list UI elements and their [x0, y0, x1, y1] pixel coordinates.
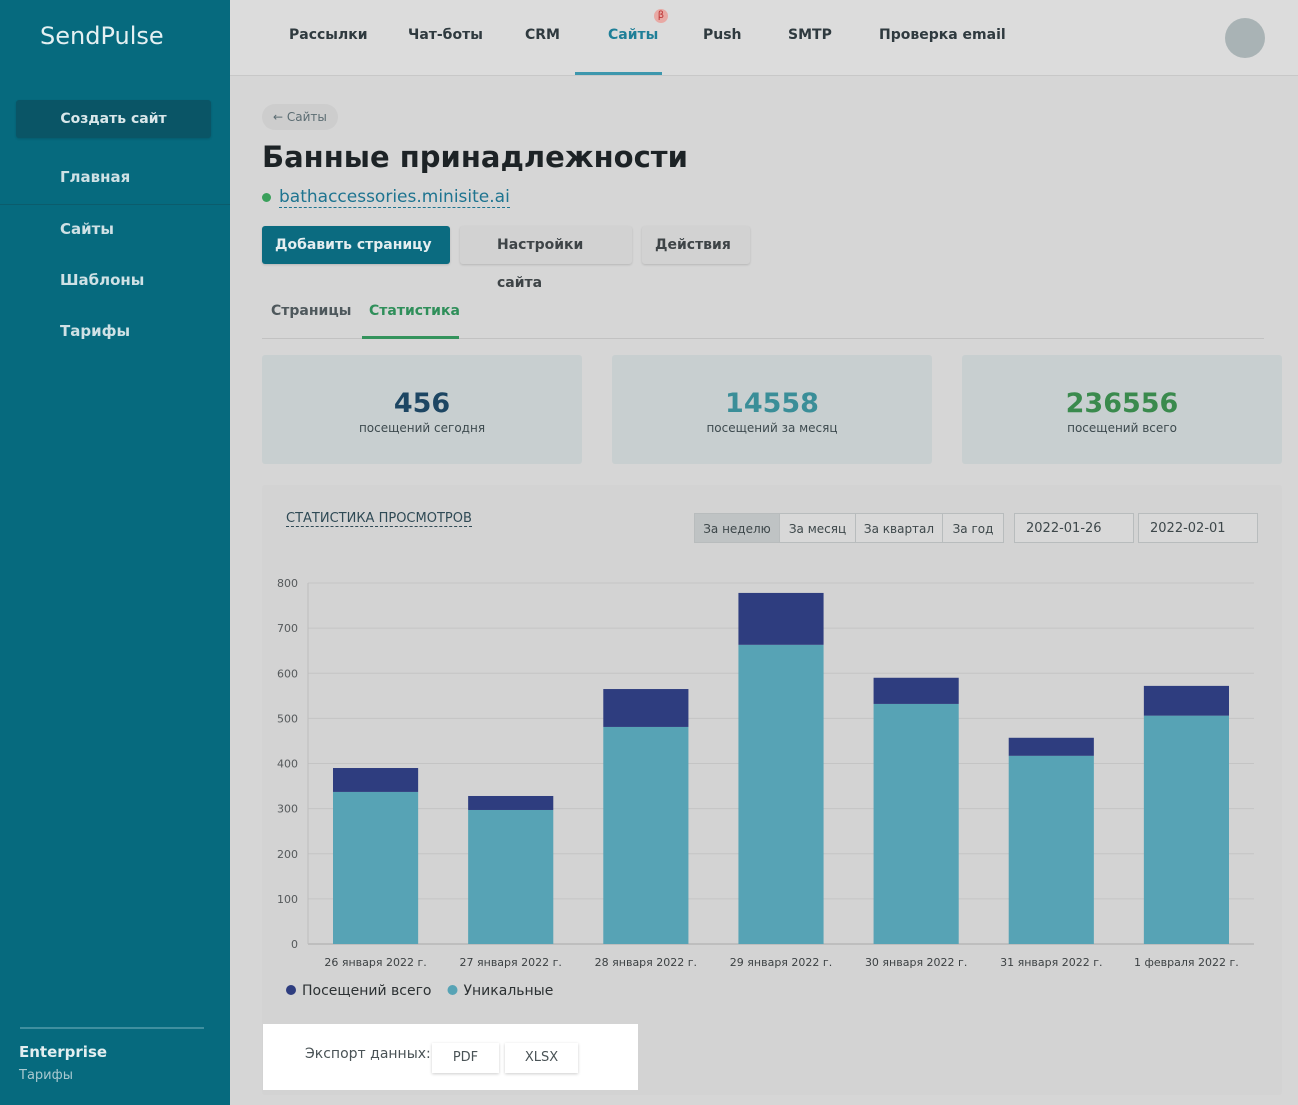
bar	[1143, 685, 1229, 716]
menu-item[interactable]: Тарифы	[60, 322, 131, 340]
actions-button[interactable]: Действия	[642, 226, 750, 264]
bar	[1008, 737, 1094, 756]
stats-selector[interactable]: СТАТИСТИКА ПРОСМОТРОВ	[286, 511, 472, 527]
status-dot	[262, 193, 271, 202]
bar	[1008, 755, 1094, 944]
nav-item[interactable]: Сайты	[608, 27, 659, 43]
bar	[873, 703, 959, 944]
y-tick-label: 400	[277, 758, 298, 771]
y-tick-label: 500	[277, 712, 298, 725]
stat-label: посещений за месяц	[706, 421, 838, 435]
bar	[603, 689, 689, 727]
y-tick-label: 0	[291, 938, 298, 951]
divider	[0, 204, 230, 205]
menu-item[interactable]: Шаблоны	[60, 271, 145, 289]
bar	[873, 677, 959, 704]
export-bar: Экспорт данных: PDF XLSX	[263, 1024, 638, 1090]
export-pdf[interactable]: PDF	[432, 1043, 499, 1073]
legend-label: Посещений всего	[302, 983, 432, 999]
chart: 0 100 200 300 400 500 600 700 800 26 января 2022 …	[277, 577, 1254, 999]
create-site-button[interactable]: Создать сайт	[16, 100, 211, 138]
y-tick-label: 200	[277, 848, 298, 861]
nav-item[interactable]: SMTP	[788, 27, 832, 43]
period-button[interactable]: За месяц	[779, 513, 856, 543]
beta-badge: β	[654, 9, 668, 23]
bar	[738, 592, 824, 645]
nav-item[interactable]: Проверка email	[879, 27, 1006, 43]
export-label: Экспорт данных:	[305, 1046, 431, 1062]
date-from[interactable]: 2022-01-26	[1014, 513, 1134, 543]
bar	[1143, 715, 1229, 944]
x-tick-label: 29 января 2022 г.	[730, 956, 832, 969]
bar	[333, 768, 419, 792]
stat-value: 14558	[725, 388, 819, 419]
period-button[interactable]: За год	[942, 513, 1004, 543]
y-tick-label: 800	[277, 577, 298, 590]
nav-item[interactable]: Push	[703, 27, 742, 43]
legend-marker	[447, 985, 458, 995]
stat-card: 14558 посещений за месяц	[612, 355, 932, 464]
x-tick-label: 30 января 2022 г.	[865, 956, 967, 969]
bar	[468, 809, 554, 944]
stat-label: посещений всего	[1067, 421, 1177, 435]
settings-button[interactable]: Настройки сайта	[460, 226, 632, 291]
tabs-line	[262, 338, 1264, 339]
sidebar: SendPulse Создать сайт Главная Сайты Шаб…	[0, 0, 230, 1105]
stat-card: 456 посещений сегодня	[262, 355, 582, 464]
avatar[interactable]	[1225, 18, 1265, 58]
page-title: Банные принадлежности	[262, 140, 688, 174]
export-xlsx[interactable]: XLSX	[505, 1043, 578, 1073]
bar	[333, 791, 419, 944]
domain-link[interactable]: bathaccessories.minisite.ai	[279, 187, 510, 208]
divider	[20, 1027, 204, 1029]
menu-item[interactable]: Сайты	[60, 220, 114, 238]
nav-item[interactable]: Рассылки	[289, 27, 368, 43]
plan-link[interactable]: Тарифы	[19, 1068, 73, 1083]
date-to[interactable]: 2022-02-01	[1138, 513, 1258, 543]
y-tick-label: 600	[277, 667, 298, 680]
stat-value: 236556	[1065, 388, 1179, 419]
bar	[468, 795, 554, 810]
x-tick-label: 26 января 2022 г.	[324, 956, 426, 969]
plan-name: Enterprise	[19, 1043, 108, 1061]
y-tick-label: 300	[277, 803, 298, 816]
stat-label: посещений сегодня	[358, 421, 486, 435]
logo[interactable]: SendPulse	[40, 22, 164, 50]
add-page-button[interactable]: Добавить страницу	[262, 226, 450, 264]
nav-item[interactable]: CRM	[525, 27, 560, 43]
tab-indicator	[362, 336, 459, 339]
tab[interactable]: Страницы	[271, 303, 352, 319]
legend-marker	[286, 985, 296, 995]
x-tick-label: 31 января 2022 г.	[1000, 956, 1102, 969]
top-nav: Рассылки Чат-боты CRM Сайты β Push SMTP …	[230, 0, 1298, 76]
x-tick-label: 28 января 2022 г.	[595, 956, 697, 969]
active-indicator	[575, 72, 662, 75]
bar	[738, 644, 824, 944]
back-link[interactable]: ← Сайты	[262, 104, 338, 130]
y-tick-label: 100	[277, 893, 298, 906]
x-tick-label: 27 января 2022 г.	[460, 956, 562, 969]
tab[interactable]: Статистика	[369, 303, 460, 319]
menu-item[interactable]: Главная	[60, 168, 131, 186]
x-tick-label: 1 февраля 2022 г.	[1134, 956, 1239, 969]
stat-value: 456	[393, 388, 451, 419]
nav-item[interactable]: Чат-боты	[408, 27, 483, 43]
stat-card: 236556 посещений всего	[962, 355, 1282, 464]
legend-label: Уникальные	[464, 983, 554, 999]
y-tick-label: 700	[277, 622, 298, 635]
bar	[603, 726, 689, 944]
period-button[interactable]: За квартал	[855, 513, 943, 543]
period-button[interactable]: За неделю	[694, 513, 780, 543]
